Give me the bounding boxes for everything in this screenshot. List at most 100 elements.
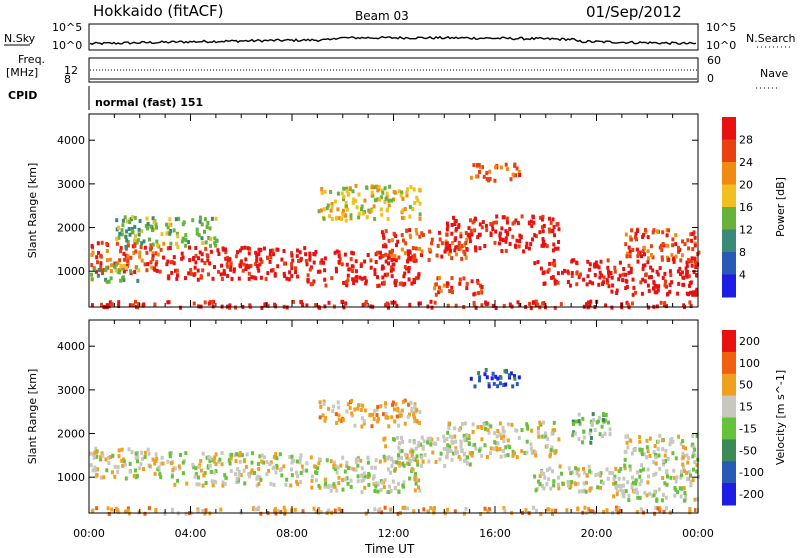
station-title: Hokkaido (fitACF) <box>93 2 224 20</box>
colorbar-tick-label: -15 <box>739 422 757 435</box>
nsky-tick-high: 10^5 <box>52 21 82 34</box>
nave-label: Nave <box>760 67 788 80</box>
freq-frame <box>88 57 699 83</box>
scatter-region <box>469 368 521 389</box>
scatter-region <box>166 451 305 488</box>
colorbar-segment <box>722 461 736 484</box>
x-tick-label: 08:00 <box>276 527 308 540</box>
colorbar-tick-label: -50 <box>739 444 757 457</box>
time-axis-label: Time UT <box>364 542 415 554</box>
y-tick-label: 4000 <box>57 340 85 353</box>
y-tick-label: 2000 <box>57 222 85 235</box>
x-tick-label: 04:00 <box>175 527 207 540</box>
nsky-tick-high-right: 10^5 <box>706 21 736 34</box>
freq-tick-low: 8 <box>64 73 71 86</box>
colorbar-segment <box>722 162 736 185</box>
scatter-region <box>624 227 701 262</box>
scatter-region <box>90 240 166 275</box>
y-tick-label: 2000 <box>57 428 85 441</box>
colorbar-segment <box>722 252 736 275</box>
nsky-tick-low: 10^0 <box>52 39 82 52</box>
scatter-region <box>533 464 612 494</box>
colorbar-segment <box>722 351 736 375</box>
scatter-cells <box>89 368 700 517</box>
colorbar-tick-label: 20 <box>739 179 753 192</box>
colorbar: 4 8 12 16 20 24 28 Power [dB] <box>722 117 787 298</box>
colorbar-segment <box>722 117 736 140</box>
scatter-region <box>571 412 612 445</box>
freq-label-line1: Freq. <box>18 53 45 66</box>
colorbar-tick-label: 200 <box>739 335 760 348</box>
scatter-region <box>611 464 700 503</box>
scatter-region <box>305 455 422 495</box>
scatter-region <box>533 258 611 289</box>
y-axis-label: Slant Range [km] <box>26 163 39 259</box>
scatter-region <box>609 258 699 297</box>
nsky-trace <box>89 35 697 46</box>
nave-tick-low: 0 <box>707 72 714 85</box>
x-tick-label: 00:00 <box>682 527 714 540</box>
colorbar-tick-label: 100 <box>739 357 760 370</box>
y-tick-label: 3000 <box>57 178 85 191</box>
colorbar-segment <box>722 184 736 208</box>
colorbar-segment <box>722 207 736 230</box>
colorbar-segment <box>722 483 736 506</box>
colorbar-tick-label: 15 <box>739 401 753 414</box>
scatter-cells <box>90 162 701 311</box>
scatter-region <box>115 215 219 249</box>
nsearch-label: N.Search <box>746 32 796 45</box>
power-panel: 1000 2000 3000 4000 Slant Range [km] 4 8 12 16 20… <box>26 113 787 311</box>
colorbar-tick-label: 8 <box>739 246 746 259</box>
colorbar-segment <box>722 395 736 418</box>
scatter-region <box>317 183 422 223</box>
x-tick-label: 20:00 <box>581 527 613 540</box>
colorbar-tick-label: 12 <box>739 224 753 237</box>
colorbar-segment <box>722 373 736 397</box>
scatter-region <box>444 214 561 254</box>
x-tick-label: 00:00 <box>73 527 105 540</box>
scatter-region <box>318 398 422 429</box>
cpid-text: normal (fast) 151 <box>95 96 203 109</box>
x-tick-label: 16:00 <box>479 527 511 540</box>
scatter-region <box>90 505 700 517</box>
y-tick-label: 1000 <box>57 471 85 484</box>
scatter-region <box>304 249 421 288</box>
scatter-region <box>433 275 484 297</box>
colorbar-tick-label: 50 <box>739 379 753 392</box>
y-tick-label: 1000 <box>57 265 85 278</box>
nave-tick-high: 60 <box>707 54 721 67</box>
scatter-region <box>90 262 141 284</box>
cpid-label: CPID <box>8 89 37 102</box>
y-tick-label: 3000 <box>57 384 85 397</box>
colorbar-segment <box>722 274 736 298</box>
y-axis-label: Slant Range [km] <box>26 369 39 465</box>
colorbar-tick-label: 28 <box>739 134 753 147</box>
colorbar-segment <box>722 229 736 253</box>
colorbar: 200 100 50 15 -15 -50 -100 -200 Velocity [m s^-1… <box>722 330 787 506</box>
date-title: 01/Sep/2012 <box>586 3 682 21</box>
scatter-region <box>165 245 308 282</box>
colorbar-segment <box>722 417 736 440</box>
freq-tick-high: 12 <box>64 64 78 77</box>
nsky-tick-low-right: 10^0 <box>706 39 736 52</box>
colorbar-tick-label: -100 <box>739 466 764 479</box>
nsky-label: N.Sky <box>4 32 36 45</box>
nsky-frame <box>88 23 699 51</box>
scatter-region <box>445 420 561 460</box>
scatter-region <box>89 446 165 481</box>
scatter-region <box>623 433 700 468</box>
freq-label-line2: [MHz] <box>6 66 38 79</box>
scatter-region <box>90 299 693 311</box>
colorbar-tick-label: 16 <box>739 201 753 214</box>
colorbar-segment <box>722 330 736 353</box>
colorbar-segment <box>722 139 736 163</box>
colorbar-label: Velocity [m s^-1] <box>774 370 787 465</box>
colorbar-segment <box>722 439 736 462</box>
velocity-panel: 1000 2000 3000 4000 Slant Range [km] 00:00 04:… <box>26 319 787 540</box>
colorbar-label: Power [dB] <box>774 177 787 237</box>
x-tick-label: 12:00 <box>378 527 410 540</box>
colorbar-tick-label: -200 <box>739 488 764 501</box>
colorbar-tick-label: 24 <box>739 156 753 169</box>
